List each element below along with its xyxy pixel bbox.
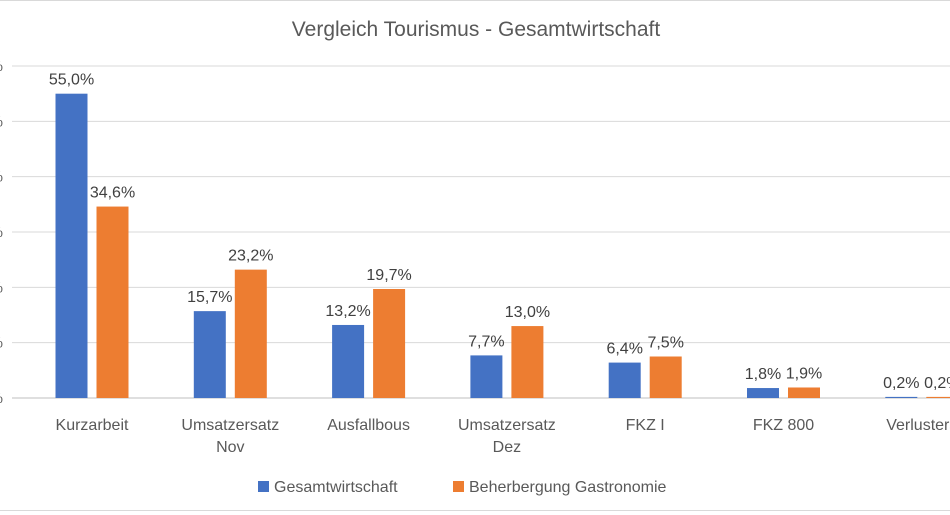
bar-gesamtwirtschaft	[470, 355, 502, 398]
bar-gesamtwirtschaft	[885, 397, 917, 398]
data-label: 23,2%	[228, 248, 273, 265]
bar-beherbergung-gastronomie	[235, 270, 267, 398]
bars	[56, 94, 950, 398]
chart-title: Vergleich Tourismus - Gesamtwirtschaft	[292, 18, 661, 41]
data-label: 13,2%	[325, 303, 370, 320]
legend-swatch	[453, 481, 464, 492]
x-tick-label: Ausfallbous	[327, 417, 410, 434]
data-label: 13,0%	[505, 304, 550, 321]
data-label: 7,5%	[647, 335, 683, 352]
y-tick-label: %	[0, 58, 3, 75]
y-tick-label: %	[0, 279, 3, 296]
legend: Gesamtwirtschaft Beherbergung Gastronomie	[258, 479, 667, 496]
x-tick-label: FKZ 800	[753, 417, 814, 434]
y-tick-label: %	[0, 113, 3, 130]
data-label: 34,6%	[90, 185, 135, 202]
bar-beherbergung-gastronomie	[788, 387, 820, 398]
bar-gesamtwirtschaft	[56, 94, 88, 398]
x-tick-label: FKZ I	[626, 417, 665, 434]
bar-gesamtwirtschaft	[609, 363, 641, 398]
data-label: 0,2%	[924, 375, 950, 392]
legend-label: Gesamtwirtschaft	[274, 479, 398, 496]
bar-beherbergung-gastronomie	[97, 207, 129, 398]
data-label: 6,4%	[606, 341, 642, 358]
data-label: 1,9%	[786, 365, 822, 382]
bar-beherbergung-gastronomie	[650, 357, 682, 398]
legend-label: Beherbergung Gastronomie	[469, 479, 667, 496]
y-tick-label: %	[0, 390, 3, 407]
y-tick-label: %	[0, 224, 3, 241]
data-label: 55,0%	[49, 72, 94, 89]
legend-swatch	[258, 481, 269, 492]
bar-beherbergung-gastronomie	[926, 397, 950, 398]
data-label: 1,8%	[745, 366, 781, 383]
y-axis-ticks: %%%%%%%	[0, 58, 3, 407]
bar-gesamtwirtschaft	[194, 311, 226, 398]
x-tick-label: Kurzarbeit	[56, 417, 129, 434]
y-tick-label: %	[0, 169, 3, 186]
y-tick-label: %	[0, 335, 3, 352]
x-tick-label: Verlusters	[886, 417, 950, 434]
data-label: 7,7%	[468, 333, 504, 350]
bar-gesamtwirtschaft	[332, 325, 364, 398]
bar-beherbergung-gastronomie	[373, 289, 405, 398]
bar-beherbergung-gastronomie	[511, 326, 543, 398]
data-label: 19,7%	[366, 267, 411, 284]
data-label: 0,2%	[883, 375, 919, 392]
bar-gesamtwirtschaft	[747, 388, 779, 398]
data-label: 15,7%	[187, 289, 232, 306]
